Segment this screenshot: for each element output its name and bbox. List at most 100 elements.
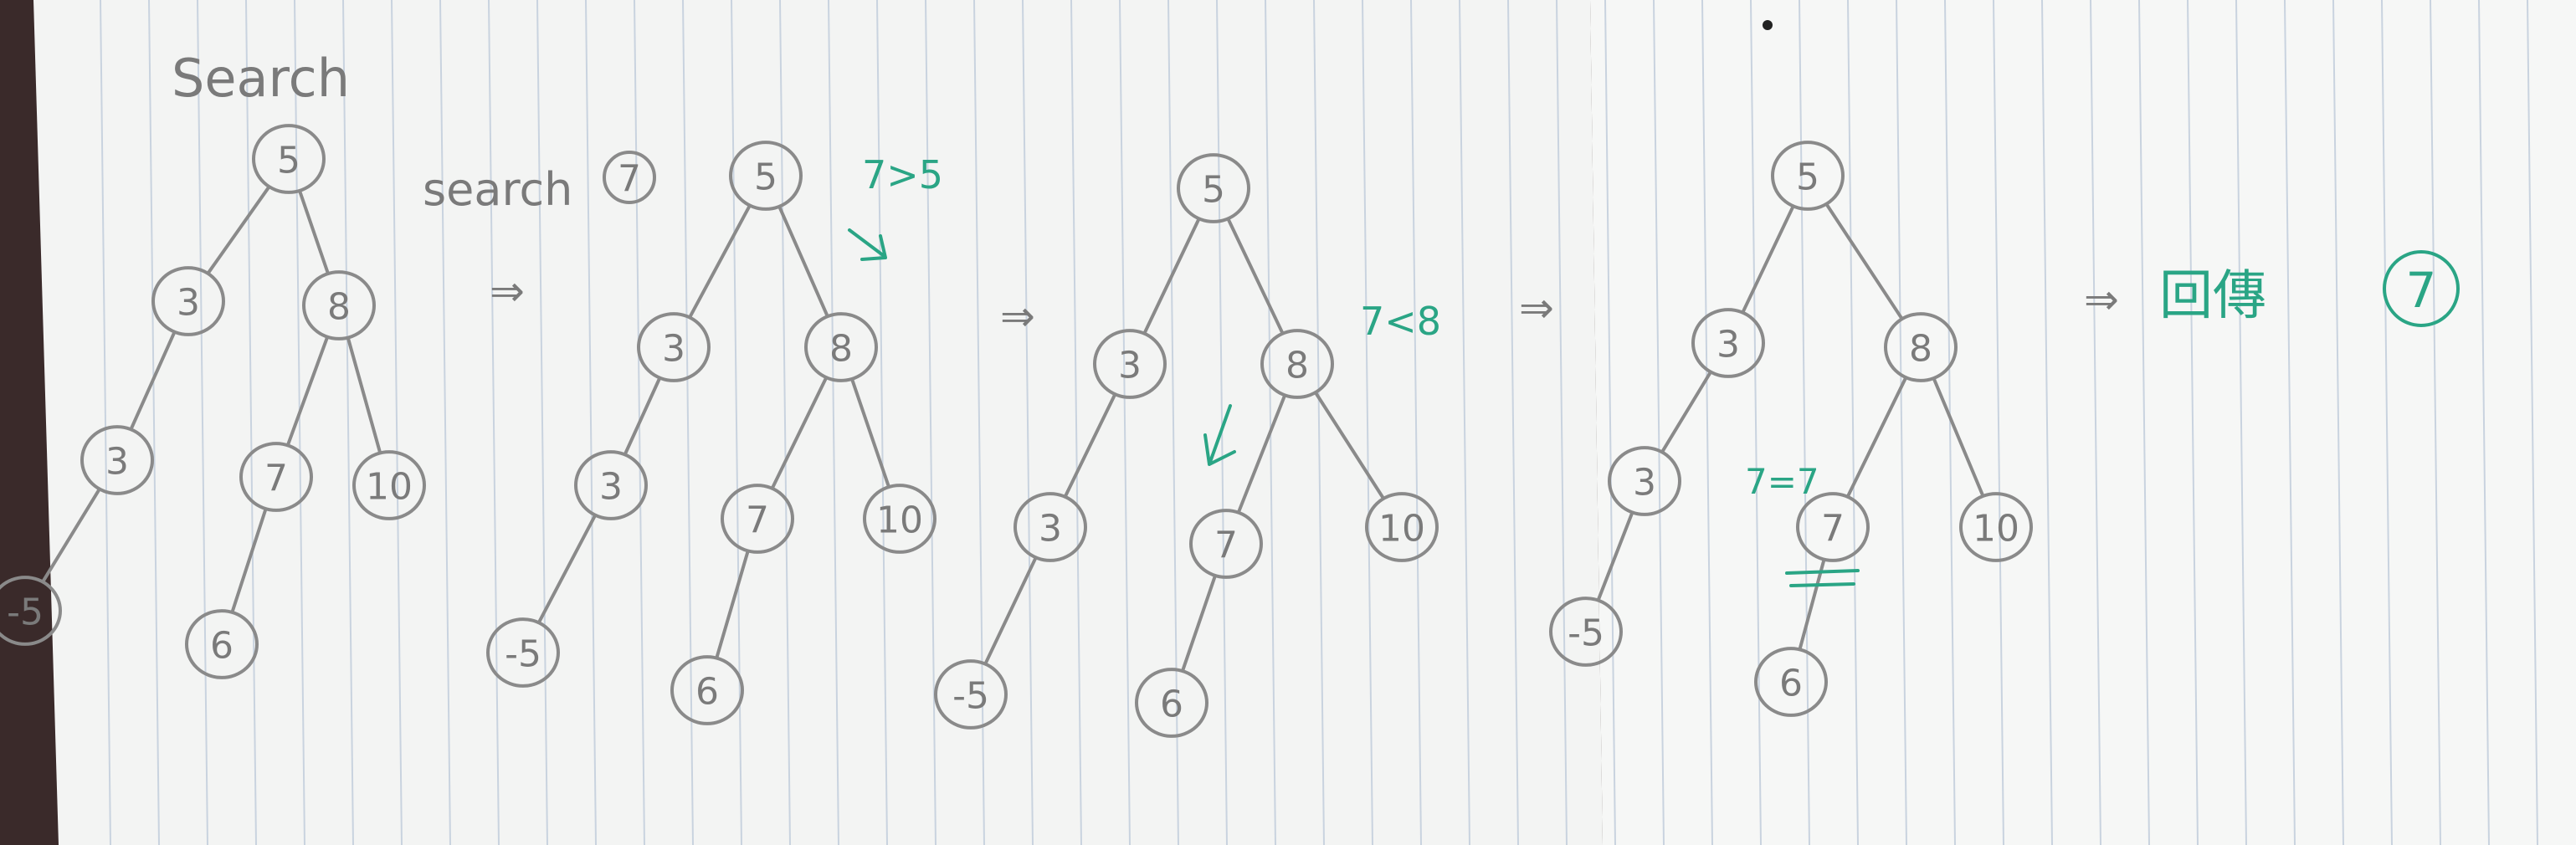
compare-7-lt-8: 7<8 [1360, 299, 1441, 344]
rule-line [1701, 0, 1713, 845]
tree-edge-left_left-left_left_left [537, 515, 597, 623]
tree-node-circle-right-right [1365, 492, 1439, 562]
tree-node-value-left: 3 [1118, 345, 1142, 387]
rule-line [1459, 0, 1470, 845]
tree-node-value-left-left-left: -5 [505, 633, 541, 676]
rule-line [1313, 0, 1325, 845]
rule-line [100, 0, 111, 845]
rule-line [294, 0, 305, 845]
right-paper-sheet [1590, 0, 2576, 845]
tree-node-value-left: 3 [177, 282, 200, 325]
tree-node-circle-left-left-left [934, 659, 1008, 730]
tree-edge-right-right_right [850, 378, 890, 488]
step-arrow-2: ⇒ [1000, 292, 1035, 341]
rule-line [1410, 0, 1422, 845]
tree-node-value-root: 5 [1202, 169, 1225, 212]
tree-node-value-left: 3 [1716, 324, 1740, 366]
left-paper-sheet [33, 0, 1603, 845]
tree-node-circle-left [1093, 329, 1167, 399]
bst-diagram-1: 5 3 8 3 -5 7 10 6 [0, 124, 426, 679]
rule-line [2187, 0, 2199, 845]
tree-edge-left-left_left [623, 377, 661, 455]
tree-node-value-right-left: 7 [746, 499, 769, 542]
tree-node-value-left-left: 3 [105, 441, 129, 484]
rule-line [391, 0, 403, 845]
rule-line [876, 0, 888, 845]
rule-line [779, 0, 791, 845]
ink-dot [1763, 20, 1773, 30]
compare-7-gt-5: 7>5 [862, 152, 943, 197]
tree-edge-left_left-left_left_left [41, 488, 101, 583]
search-label: search [423, 163, 572, 216]
rule-line [342, 0, 354, 845]
tree-node-circle-root [252, 124, 326, 194]
tree-edge-left-left_left [1660, 371, 1712, 453]
tree-node-circle-root [729, 141, 803, 211]
tree-edge-left-left_left [130, 331, 176, 430]
tree-edge-root-left [688, 205, 752, 318]
rule-line [1896, 0, 1907, 845]
tree-node-circle-right-left-left [670, 655, 744, 725]
bst-diagram-3: 5 3 8 3 -5 7 10 6 [934, 153, 1439, 738]
rule-line [1022, 0, 1034, 845]
tree-node-value-right-left-left: 6 [210, 625, 233, 668]
down-right-arrow-1 [848, 228, 887, 261]
tree-edge-left_left-left_left_left [984, 556, 1037, 665]
tree-edge-right-right_left [1237, 395, 1286, 513]
rule-line [1362, 0, 1373, 845]
rule-line [488, 0, 500, 845]
tree-node-circle-right-left-left [185, 609, 259, 679]
rule-line [536, 0, 548, 845]
tree-edge-right-right_right [1314, 392, 1385, 499]
tree-edge-right-right_right [346, 337, 382, 453]
tree-node-value-left-left-left: -5 [1568, 612, 1604, 655]
tree-node-circle-right-left [239, 442, 313, 512]
rule-line [1119, 0, 1131, 845]
tree-node-value-right-left-left: 6 [695, 671, 719, 714]
tree-edge-root-right [1825, 203, 1903, 320]
tree-node-value-right: 8 [829, 328, 853, 371]
rule-line [2430, 0, 2441, 845]
tree-node-value-right: 8 [327, 286, 351, 329]
rule-line [1507, 0, 1519, 845]
tree-node-value-right-right: 10 [1378, 508, 1425, 551]
tree-edge-root-left [207, 186, 270, 274]
step-arrow-3: ⇒ [1519, 284, 1554, 332]
rule-line [2235, 0, 2247, 845]
rule-line [1070, 0, 1082, 845]
rule-line [2284, 0, 2296, 845]
tree-edge-right_left-right_left_left [715, 551, 750, 658]
tree-node-value-left-left: 3 [1039, 508, 1062, 551]
tree-node-value-right-right: 10 [1973, 508, 2019, 551]
tree-edge-root-right [298, 190, 330, 274]
rule-line [1265, 0, 1276, 845]
rule-line [439, 0, 451, 845]
tree-edge-root-right [777, 206, 829, 317]
bst-diagram-4: 5 3 8 3 -5 7 10 6 [1549, 141, 2033, 717]
rule-line [828, 0, 839, 845]
tree-edge-right-right_left [1846, 376, 1907, 498]
tree-node-circle-right [302, 270, 376, 341]
tree-edge-root-right [1227, 218, 1284, 335]
tree-node-circle-left-left-left [486, 617, 560, 688]
tree-edge-right-right_right [1932, 377, 1984, 497]
tree-node-value-root: 5 [277, 140, 300, 182]
tree-edge-right-right_left [286, 336, 329, 446]
step-arrow-1: ⇒ [490, 267, 525, 315]
rule-line [197, 0, 208, 845]
tree-node-value-right-left-left: 6 [1160, 684, 1183, 726]
tree-node-circle-right-right [1959, 492, 2033, 562]
rule-line [585, 0, 597, 845]
tree-node-value-left-left: 3 [599, 466, 623, 509]
rule-line [2478, 0, 2490, 845]
rule-line [2381, 0, 2393, 845]
tree-node-circle-right [1260, 329, 1334, 399]
rule-line [2041, 0, 2053, 845]
tree-edge-right_left-right_left_left [1798, 559, 1826, 650]
rule-line [148, 0, 160, 845]
rule-line [1847, 0, 1859, 845]
rule-line [1604, 0, 1616, 845]
rule-line [245, 0, 257, 845]
tree-node-circle-left-left [1013, 492, 1087, 562]
